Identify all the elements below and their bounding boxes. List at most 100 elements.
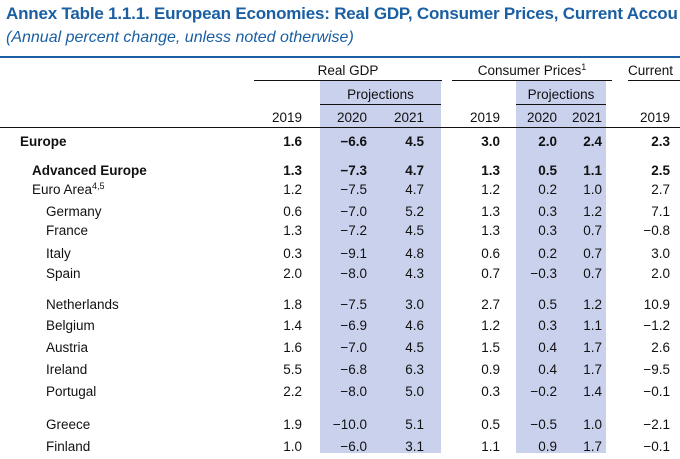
table-cell: 1.1 bbox=[481, 439, 500, 454]
table-cell: 1.9 bbox=[283, 417, 302, 432]
table-cell: −0.3 bbox=[530, 266, 557, 281]
table-cell: 0.4 bbox=[538, 340, 557, 355]
table-cell: −7.2 bbox=[340, 223, 367, 238]
header-consumer-prices: Consumer Prices1 bbox=[477, 62, 587, 78]
row-label: Euro Area4,5 bbox=[32, 181, 105, 197]
row-label: Europe bbox=[20, 134, 67, 149]
row-label: Ireland bbox=[46, 362, 88, 377]
table-cell: 1.1 bbox=[583, 163, 602, 178]
table-cell: 0.6 bbox=[481, 246, 500, 261]
table-cell: 2.3 bbox=[651, 134, 670, 149]
table-cell: −6.8 bbox=[340, 362, 367, 377]
top-rule bbox=[0, 56, 680, 58]
row-label: Greece bbox=[46, 417, 91, 432]
table-row: Spain 2.0 −8.0 4.3 0.7 −0.3 0.7 2.0 bbox=[0, 266, 680, 286]
table-cell: −0.1 bbox=[643, 384, 670, 399]
table-cell: 1.3 bbox=[481, 204, 500, 219]
table-cell: 0.7 bbox=[583, 223, 602, 238]
table-cell: 2.7 bbox=[651, 182, 670, 197]
table-cell: 3.1 bbox=[405, 439, 424, 454]
table-cell: −7.5 bbox=[340, 297, 367, 312]
table-cell: 1.7 bbox=[583, 439, 602, 454]
table-cell: −6.0 bbox=[340, 439, 367, 454]
table-row: Netherlands 1.8 −7.5 3.0 2.7 0.5 1.2 10.9 bbox=[0, 297, 680, 317]
table-cell: 5.0 bbox=[405, 384, 424, 399]
table-row: Italy 0.3 −9.1 4.8 0.6 0.2 0.7 3.0 bbox=[0, 246, 680, 266]
row-label: Advanced Europe bbox=[32, 163, 147, 178]
table-cell: −9.1 bbox=[340, 246, 367, 261]
table-cell: 7.1 bbox=[651, 204, 670, 219]
table-row: Germany 0.6 −7.0 5.2 1.3 0.3 1.2 7.1 bbox=[0, 204, 680, 224]
year-header: 2020 bbox=[336, 110, 367, 125]
table-cell: −10.0 bbox=[332, 417, 367, 432]
table-row: Advanced Europe 1.3 −7.3 4.7 1.3 0.5 1.1 2.5 bbox=[0, 163, 680, 183]
table-cell: 1.0 bbox=[583, 417, 602, 432]
year-header: 2019 bbox=[271, 110, 302, 125]
table-cell: 1.0 bbox=[583, 182, 602, 197]
table-cell: 1.6 bbox=[283, 134, 302, 149]
table-cell: 3.0 bbox=[481, 134, 500, 149]
row-label: Portugal bbox=[46, 384, 97, 399]
table-cell: 1.2 bbox=[583, 297, 602, 312]
table-cell: 1.1 bbox=[583, 318, 602, 333]
table-row: Ireland 5.5 −6.8 6.3 0.9 0.4 1.7 −9.5 bbox=[0, 362, 680, 382]
table-cell: −7.0 bbox=[340, 340, 367, 355]
table-cell: −1.2 bbox=[643, 318, 670, 333]
table-cell: 0.3 bbox=[481, 384, 500, 399]
table-cell: 2.0 bbox=[283, 266, 302, 281]
table-cell: 1.6 bbox=[283, 340, 302, 355]
header-real-gdp: Real GDP bbox=[317, 63, 379, 78]
table-row: Finland 1.0 −6.0 3.1 1.1 0.9 1.7 −0.1 bbox=[0, 439, 680, 459]
table-cell: 0.3 bbox=[283, 246, 302, 261]
table-cell: 0.5 bbox=[538, 297, 557, 312]
table-title: Annex Table 1.1.1. European Economies: R… bbox=[6, 4, 678, 23]
table-cell: 4.3 bbox=[405, 266, 424, 281]
table-row: Europe 1.6 −6.6 4.5 3.0 2.0 2.4 2.3 bbox=[0, 134, 680, 154]
table-cell: −9.5 bbox=[643, 362, 670, 377]
year-header: 2019 bbox=[639, 110, 670, 125]
table-cell: 5.5 bbox=[283, 362, 302, 377]
table-cell: −6.6 bbox=[340, 134, 367, 149]
table-cell: 6.3 bbox=[405, 362, 424, 377]
table-cell: 4.8 bbox=[405, 246, 424, 261]
row-label: Austria bbox=[46, 340, 89, 355]
row-label: Spain bbox=[46, 266, 81, 281]
table-cell: 1.3 bbox=[481, 163, 500, 178]
table-cell: −2.1 bbox=[643, 417, 670, 432]
table-cell: 3.0 bbox=[651, 246, 670, 261]
table-cell: 5.1 bbox=[405, 417, 424, 432]
header-projections-gdp: Projections bbox=[347, 87, 414, 102]
rule-consumer-prices bbox=[452, 80, 612, 81]
table-cell: 1.2 bbox=[283, 182, 302, 197]
table-cell: 1.7 bbox=[583, 362, 602, 377]
rule-projections-cpi bbox=[516, 104, 606, 105]
table-cell: 1.2 bbox=[481, 182, 500, 197]
table-cell: 0.3 bbox=[538, 318, 557, 333]
row-label: Netherlands bbox=[46, 297, 119, 312]
table-cell: −0.2 bbox=[530, 384, 557, 399]
table-cell: 4.6 bbox=[405, 318, 424, 333]
table-cell: −7.3 bbox=[340, 163, 367, 178]
table-cell: 1.3 bbox=[481, 223, 500, 238]
year-header: 2021 bbox=[393, 110, 424, 125]
rule-current-account bbox=[628, 80, 680, 81]
rule-real-gdp bbox=[254, 80, 442, 81]
table-cell: 2.7 bbox=[481, 297, 500, 312]
table-row: Austria 1.6 −7.0 4.5 1.5 0.4 1.7 2.6 bbox=[0, 340, 680, 360]
table-row: Portugal 2.2 −8.0 5.0 0.3 −0.2 1.4 −0.1 bbox=[0, 384, 680, 404]
table-cell: 1.0 bbox=[283, 439, 302, 454]
table-cell: 2.6 bbox=[651, 340, 670, 355]
table-cell: 0.7 bbox=[583, 246, 602, 261]
table-cell: 1.7 bbox=[583, 340, 602, 355]
year-header: 2019 bbox=[469, 110, 500, 125]
header-bottom-rule bbox=[0, 127, 680, 128]
table-cell: −8.0 bbox=[340, 266, 367, 281]
table-cell: 0.9 bbox=[481, 362, 500, 377]
projections-shade-gdp bbox=[320, 80, 441, 453]
table-cell: 1.5 bbox=[481, 340, 500, 355]
table-cell: 4.7 bbox=[405, 182, 424, 197]
table-cell: 3.0 bbox=[405, 297, 424, 312]
table-cell: 2.0 bbox=[651, 266, 670, 281]
table-cell: −0.1 bbox=[643, 439, 670, 454]
table-subtitle: (Annual percent change, unless noted oth… bbox=[6, 29, 354, 46]
